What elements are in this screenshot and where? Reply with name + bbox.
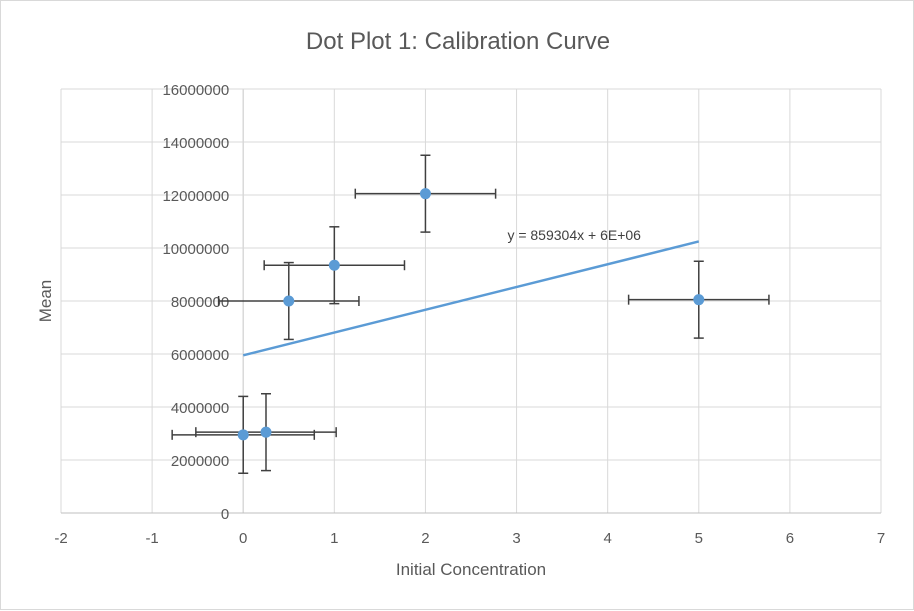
data-point (419, 188, 431, 200)
tick-labels: -2 -1 0 1 2 3 4 5 6 7 0 2000000 4000000 6000000 800000… (54, 82, 885, 547)
y-tick-label: 8000000 (171, 294, 229, 311)
x-tick-label: 5 (695, 530, 703, 547)
data-point (693, 294, 705, 306)
y-tick-label: 14000000 (162, 135, 229, 152)
data-point (283, 295, 295, 307)
x-tick-label: 2 (421, 530, 429, 547)
x-tick-label: 6 (786, 530, 794, 547)
y-tick-label: 6000000 (171, 347, 229, 364)
trendline (242, 240, 700, 357)
y-tick-label: 4000000 (171, 400, 229, 417)
y-tick-label: 12000000 (162, 188, 229, 205)
y-tick-label: 16000000 (162, 82, 229, 99)
data-point (260, 426, 272, 438)
y-tick-label: 2000000 (171, 453, 229, 470)
data-point (328, 259, 340, 271)
chart-title: Dot Plot 1: Calibration Curve (306, 28, 610, 55)
trendline-equation: y = 859304x + 6E+06 (507, 227, 641, 243)
y-axis-title: Mean (36, 280, 55, 323)
x-tick-label: 4 (603, 530, 611, 547)
y-tick-label: 10000000 (162, 241, 229, 258)
error-bars (171, 154, 770, 474)
x-tick-label: -1 (145, 530, 158, 547)
x-tick-label: 3 (512, 530, 520, 547)
data-point (237, 429, 249, 441)
x-tick-label: 0 (239, 530, 247, 547)
gridlines (60, 88, 882, 514)
data-points (237, 188, 705, 441)
x-tick-label: 1 (330, 530, 338, 547)
x-tick-label: 7 (877, 530, 885, 547)
trendline-group (242, 240, 700, 357)
y-tick-label: 0 (221, 506, 229, 523)
x-tick-label: -2 (54, 530, 67, 547)
x-axis-title: Initial Concentration (396, 560, 546, 579)
